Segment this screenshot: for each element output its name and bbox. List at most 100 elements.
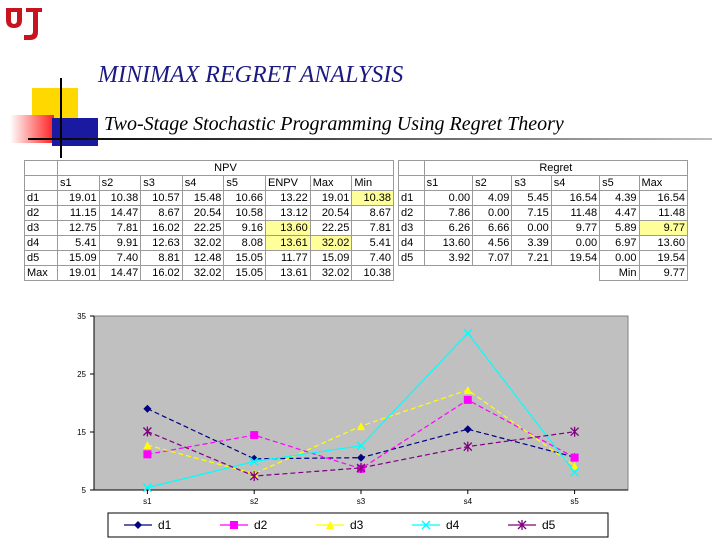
regret-cell: 5.45 [511, 190, 552, 206]
npv-cell: 13.60 [265, 220, 311, 236]
npv-cell: 14.47 [98, 205, 142, 221]
data-point-d1 [357, 453, 365, 462]
regret-cell: 19.54 [638, 250, 688, 266]
data-point-d4 [356, 441, 366, 451]
npv-cell: 8.08 [223, 235, 267, 251]
regret-cell: 0.00 [599, 250, 640, 266]
data-point-d4 [463, 328, 473, 338]
university-logo-icon [6, 8, 42, 40]
regret-min-value: 9.77 [638, 265, 688, 281]
npv-cell: 15.48 [181, 190, 225, 206]
npv-caption-row: NPV [24, 160, 395, 176]
regret-column-header: s2 [472, 175, 513, 191]
npv-cell: 7.81 [98, 220, 142, 236]
legend-marker-d1 [134, 521, 142, 529]
data-point-d5 [356, 462, 366, 473]
npv-cell: 32.02 [181, 235, 225, 251]
regret-column-header: s3 [511, 175, 552, 191]
npv-cell: 11.15 [56, 205, 100, 221]
npv-max-row: Max 19.01 14.47 16.02 32.02 15.05 13.61 32.02 10… [24, 265, 394, 281]
data-point-d2 [143, 450, 152, 459]
regret-min-blank [424, 266, 472, 281]
legend-label-d1: d1 [158, 518, 172, 532]
data-point-d3 [463, 385, 472, 394]
regret-cell: 7.21 [511, 250, 552, 266]
npv-corner-cell [24, 160, 58, 176]
regret-cell: 7.86 [423, 205, 474, 221]
regret-cell: 7.07 [472, 250, 513, 266]
regret-cell: 4.56 [472, 235, 513, 251]
npv-cell: 10.66 [223, 190, 267, 206]
regret-column-header: Max [638, 175, 688, 191]
npv-max-cell: 19.01 [56, 265, 100, 281]
data-point-d1 [463, 425, 472, 434]
regret-cell: 4.47 [599, 205, 640, 221]
regret-table: Regret s1 s2 s3 s4 s5 Max d1 0.00 4.09 5.45 16.54 4… [398, 160, 689, 281]
npv-caption: NPV [56, 160, 395, 176]
npv-max-label: Max [24, 265, 58, 281]
regret-row-label: d5 [398, 250, 425, 266]
npv-header-row: s1 s2 s3 s4 s5 ENPV Max Min [24, 175, 394, 191]
legend-marker-d4 [421, 520, 431, 530]
regret-cell: 4.09 [472, 190, 513, 206]
npv-cell: 22.25 [309, 220, 353, 236]
x-tick-label: s1 [143, 497, 152, 506]
npv-cell: 7.81 [351, 220, 394, 236]
npv-cell: 5.41 [56, 235, 100, 251]
npv-column-header: s2 [98, 175, 142, 191]
regret-cell: 5.89 [599, 220, 640, 236]
regret-min-blank [512, 266, 551, 281]
npv-max-cell: 10.38 [351, 265, 394, 281]
data-point-d2 [463, 395, 472, 404]
x-tick-label: s4 [464, 497, 473, 506]
page-subtitle: Two-Stage Stochastic Programming Using R… [104, 113, 564, 135]
npv-cell: 32.02 [309, 235, 353, 251]
x-tick-label: s5 [570, 497, 579, 506]
data-point-d4 [249, 456, 259, 467]
npv-cell: 15.05 [223, 250, 267, 266]
npv-row-d2: d2 11.15 14.47 8.67 20.54 10.58 13.12 20.54 8.67 [24, 205, 394, 221]
data-point-d2 [570, 453, 579, 462]
npv-column-header: Max [309, 175, 353, 191]
regret-cell: 0.00 [511, 220, 552, 236]
npv-row-label: d3 [24, 220, 58, 236]
npv-cell: 12.75 [56, 220, 100, 236]
data-point-d5 [249, 471, 259, 482]
data-point-d3 [357, 422, 365, 431]
npv-cell: 10.38 [98, 190, 142, 206]
npv-cell: 7.40 [98, 250, 142, 266]
npv-cell: 19.01 [56, 190, 100, 206]
npv-row-label: d5 [24, 250, 58, 266]
npv-cell: 13.12 [265, 205, 311, 221]
chart-svg: 5 15 25 35 s1 s2 s3 s4 s5 d1 d2 d3 d4 d5 [77, 312, 629, 538]
npv-header-blank [24, 175, 58, 191]
regret-corner-cell [398, 160, 425, 176]
npv-max-cell: 16.02 [140, 265, 183, 281]
npv-row-label: d1 [24, 190, 58, 206]
x-tick-label: s3 [357, 497, 366, 506]
npv-cell: 13.22 [265, 190, 311, 206]
npv-cell: 10.38 [351, 190, 394, 206]
legend-label-d4: d4 [446, 518, 460, 532]
npv-cell: 5.41 [351, 235, 394, 251]
regret-cell: 4.39 [599, 190, 640, 206]
npv-table: NPV s1 s2 s3 s4 s5 ENPV Max Min d1 19.01 10.38 10.5… [24, 160, 395, 281]
regret-caption: Regret [423, 160, 689, 176]
npv-column-header: s4 [181, 175, 225, 191]
npv-column-header: s3 [140, 175, 183, 191]
regret-column-header: s1 [423, 175, 474, 191]
npv-cell: 7.40 [351, 250, 394, 266]
regret-cell: 3.39 [511, 235, 552, 251]
regret-cell: 7.15 [511, 205, 552, 221]
regret-row-d4: d4 13.60 4.56 3.39 0.00 6.97 13.60 [398, 235, 688, 251]
npv-cell: 10.58 [223, 205, 267, 221]
regret-cell: 3.92 [423, 250, 474, 266]
regret-cell: 6.97 [599, 235, 640, 251]
regret-caption-row: Regret [398, 160, 689, 176]
regret-row-d3: d3 6.26 6.66 0.00 9.77 5.89 9.77 [398, 220, 688, 236]
legend-marker-d2 [230, 521, 238, 529]
data-point-d3 [143, 441, 152, 450]
data-point-d5 [142, 426, 152, 437]
npv-max-cell: 32.02 [309, 265, 353, 281]
regret-row-label: d2 [398, 205, 425, 221]
